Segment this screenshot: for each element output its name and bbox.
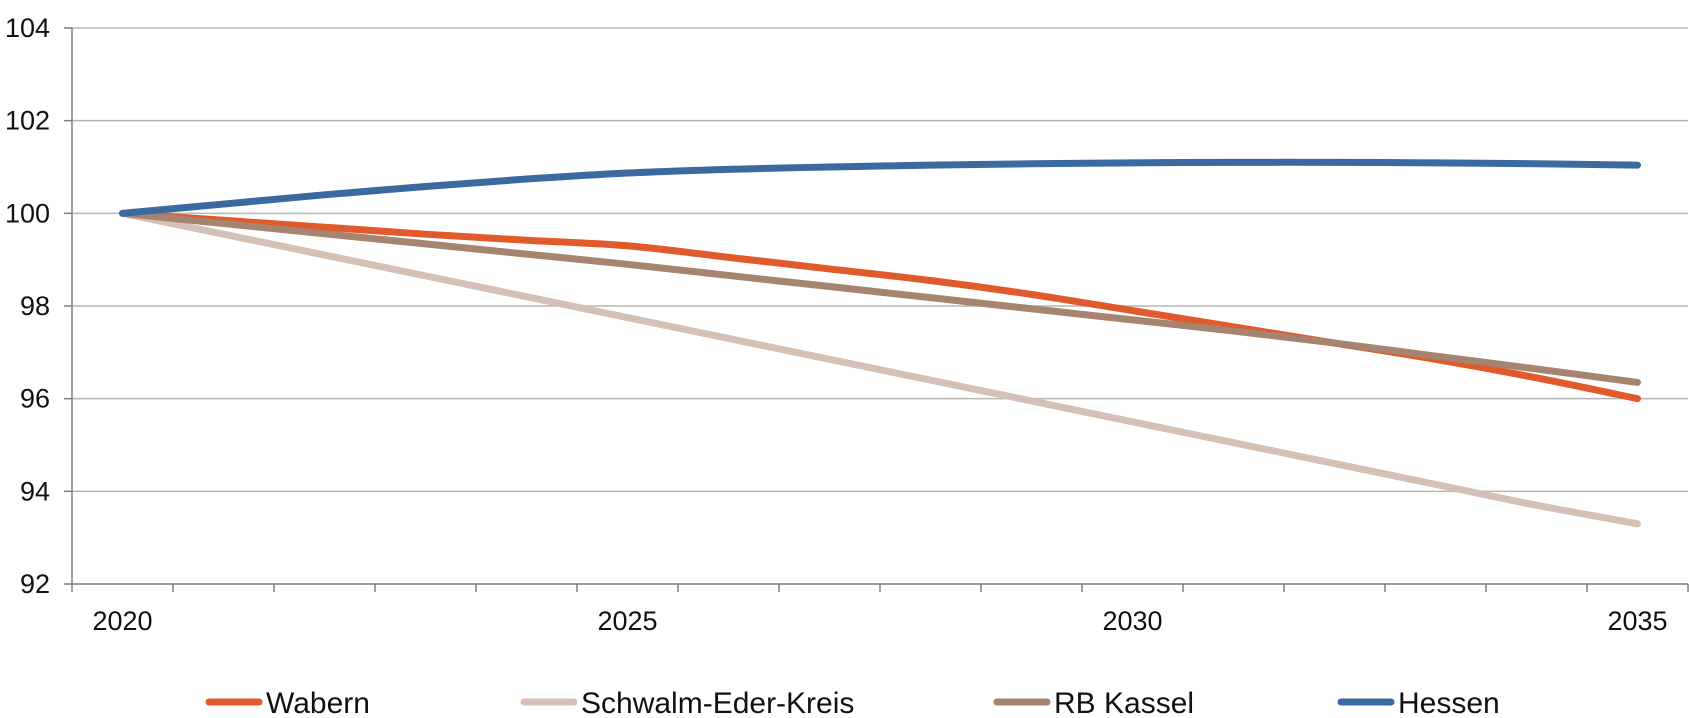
series-line-hessen [119, 158, 1641, 217]
legend-item-hessen: Hessen [1337, 687, 1500, 718]
y-tick-label: 92 [20, 569, 50, 599]
y-tick-label: 96 [20, 384, 50, 414]
series-line-schwalm-eder-kreis [119, 209, 1641, 528]
y-tick-labels: 92 94 96 98 100 102 104 [5, 13, 50, 599]
gridlines [72, 27, 1688, 493]
x-tick-label: 2035 [1607, 606, 1667, 636]
legend-item-schwalm-eder-kreis: Schwalm-Eder-Kreis [520, 687, 854, 718]
legend-label: Schwalm-Eder-Kreis [581, 687, 854, 718]
series-lines [119, 158, 1641, 528]
y-tick-label: 104 [5, 13, 50, 43]
y-tick-label: 100 [5, 198, 50, 228]
x-tick-label: 2025 [597, 606, 657, 636]
series-line-rb-kassel [119, 209, 1641, 386]
tick-marks [64, 27, 1689, 592]
legend-label: Hessen [1398, 687, 1500, 718]
legend-label: RB Kassel [1054, 687, 1194, 718]
legend-item-rb-kassel: RB Kassel [993, 687, 1194, 718]
x-tick-label: 2030 [1102, 606, 1162, 636]
x-tick-labels: 2020 2025 2030 2035 [92, 606, 1667, 636]
y-tick-label: 98 [20, 291, 50, 321]
legend-label: Wabern [266, 687, 370, 718]
y-tick-label: 94 [20, 476, 50, 506]
y-tick-label: 102 [5, 106, 50, 136]
legend-item-wabern: Wabern [205, 687, 370, 718]
legend: Wabern Schwalm-Eder-Kreis RB Kassel Hessen [205, 687, 1500, 718]
x-tick-label: 2020 [92, 606, 152, 636]
